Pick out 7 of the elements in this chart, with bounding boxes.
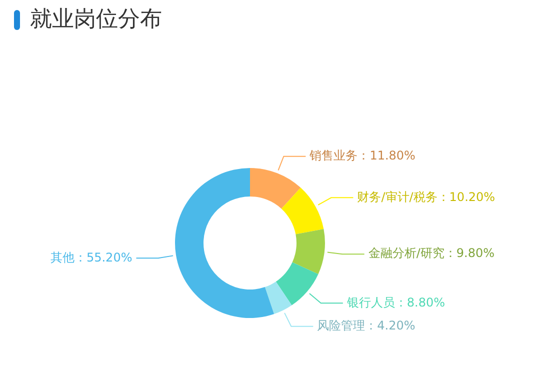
- slice-label: 其他：55.20%: [50, 250, 132, 264]
- slice-label: 金融分析/研究：9.80%: [368, 246, 495, 260]
- slice-label: 风险管理：4.20%: [317, 318, 416, 333]
- chart-title: 就业岗位分布: [30, 6, 162, 34]
- slice-label: 销售业务：11.80%: [308, 148, 416, 162]
- slice-label: 财务/审计/税务：10.20%: [357, 190, 496, 204]
- slice-label: 银行人员：8.80%: [346, 295, 446, 310]
